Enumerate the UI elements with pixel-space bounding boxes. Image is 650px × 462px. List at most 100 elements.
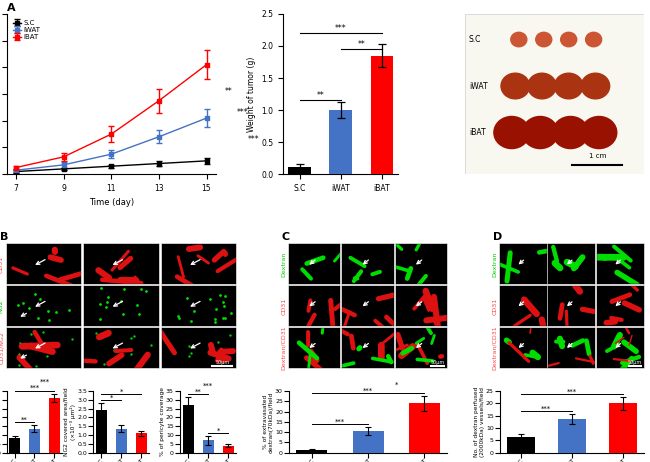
Bar <box>352 431 383 453</box>
Point <box>101 303 111 310</box>
Legend: S.C, iWAT, iBAT: S.C, iWAT, iBAT <box>10 18 43 43</box>
Text: ***: *** <box>237 108 248 117</box>
X-axis label: Time (day): Time (day) <box>88 199 134 207</box>
Circle shape <box>511 32 527 47</box>
Point <box>95 300 105 307</box>
Point <box>38 328 49 336</box>
Circle shape <box>536 32 552 47</box>
Bar <box>506 437 535 453</box>
Bar <box>29 429 40 453</box>
Y-axis label: CD31/NG2: CD31/NG2 <box>0 331 4 364</box>
Point <box>184 352 194 359</box>
Point <box>64 306 74 313</box>
Point <box>126 334 136 341</box>
Title: iBAT: iBAT <box>191 238 207 244</box>
Point <box>129 332 139 340</box>
Text: **: ** <box>21 417 28 423</box>
Bar <box>183 405 194 453</box>
Text: ***: *** <box>40 379 49 385</box>
Bar <box>49 398 60 453</box>
Text: ***: *** <box>567 389 577 395</box>
Text: 1 cm: 1 cm <box>588 153 606 159</box>
Point <box>205 295 215 303</box>
Point <box>95 315 105 322</box>
Circle shape <box>581 116 617 149</box>
Circle shape <box>552 116 588 149</box>
Bar <box>116 429 127 453</box>
Circle shape <box>554 73 583 99</box>
Bar <box>203 440 214 453</box>
Y-axis label: % of extravasated
dextran(70kDa)/field: % of extravasated dextran(70kDa)/field <box>263 391 274 452</box>
Title: iWAT: iWAT <box>359 238 376 244</box>
Text: A: A <box>6 3 15 13</box>
Point <box>220 314 230 321</box>
Text: **: ** <box>195 389 202 395</box>
Title: S.C: S.C <box>517 238 529 244</box>
Circle shape <box>561 32 577 47</box>
Y-axis label: CD31: CD31 <box>0 256 4 273</box>
Point <box>116 297 126 304</box>
Y-axis label: CD31: CD31 <box>281 298 287 315</box>
Text: *: * <box>110 395 113 401</box>
Y-axis label: No. of dextran perfused
(2000kDa) vessels/field: No. of dextran perfused (2000kDa) vessel… <box>474 387 484 457</box>
Bar <box>222 446 233 453</box>
Bar <box>96 409 107 453</box>
Point <box>109 346 119 354</box>
Point <box>119 285 129 292</box>
Bar <box>609 403 637 453</box>
Text: B: B <box>0 232 8 242</box>
Point <box>14 340 25 347</box>
Point <box>30 290 40 298</box>
Bar <box>289 166 311 174</box>
Point <box>141 287 151 295</box>
Point <box>213 339 223 346</box>
Text: ***: *** <box>335 418 345 424</box>
Y-axis label: Dextran: Dextran <box>281 252 287 277</box>
Bar <box>296 450 327 453</box>
Point <box>211 305 221 313</box>
Text: D: D <box>493 232 502 242</box>
Point <box>13 302 23 309</box>
Text: S.C: S.C <box>469 35 482 44</box>
Point <box>216 357 226 365</box>
Point <box>14 361 24 369</box>
Point <box>99 329 110 336</box>
Point <box>182 294 192 302</box>
Y-axis label: % of pericyte coverage: % of pericyte coverage <box>159 387 164 456</box>
Text: iWAT: iWAT <box>469 81 488 91</box>
Title: iBAT: iBAT <box>413 238 429 244</box>
Point <box>31 362 41 369</box>
Text: ***: *** <box>363 388 373 394</box>
Point <box>24 304 34 312</box>
Bar <box>9 438 20 453</box>
Title: S.C: S.C <box>38 238 49 244</box>
Point <box>213 350 223 358</box>
Y-axis label: Weight of tumor (g): Weight of tumor (g) <box>247 56 255 132</box>
Bar <box>330 110 352 174</box>
Y-axis label: CD31: CD31 <box>492 298 497 315</box>
Circle shape <box>586 32 602 47</box>
Circle shape <box>501 73 530 99</box>
Point <box>188 307 199 314</box>
Bar <box>558 419 586 453</box>
Point <box>44 316 55 324</box>
Point <box>214 351 224 359</box>
Text: ***: *** <box>203 382 213 388</box>
Text: *: * <box>395 381 398 387</box>
Title: iWAT: iWAT <box>564 238 580 244</box>
Circle shape <box>581 73 610 99</box>
Point <box>214 292 225 299</box>
Text: ***: *** <box>248 135 260 144</box>
Y-axis label: Dextran/CD31: Dextran/CD31 <box>281 325 287 370</box>
Point <box>32 315 43 322</box>
Title: S.C: S.C <box>309 238 320 244</box>
Text: ***: *** <box>335 24 346 32</box>
Y-axis label: Dextran/CD31: Dextran/CD31 <box>492 325 497 370</box>
Circle shape <box>528 73 556 99</box>
Point <box>103 293 114 300</box>
Text: 50μm: 50μm <box>628 360 642 365</box>
Point <box>135 286 146 293</box>
Point <box>42 353 53 360</box>
Point <box>91 329 101 337</box>
Point <box>18 299 28 307</box>
